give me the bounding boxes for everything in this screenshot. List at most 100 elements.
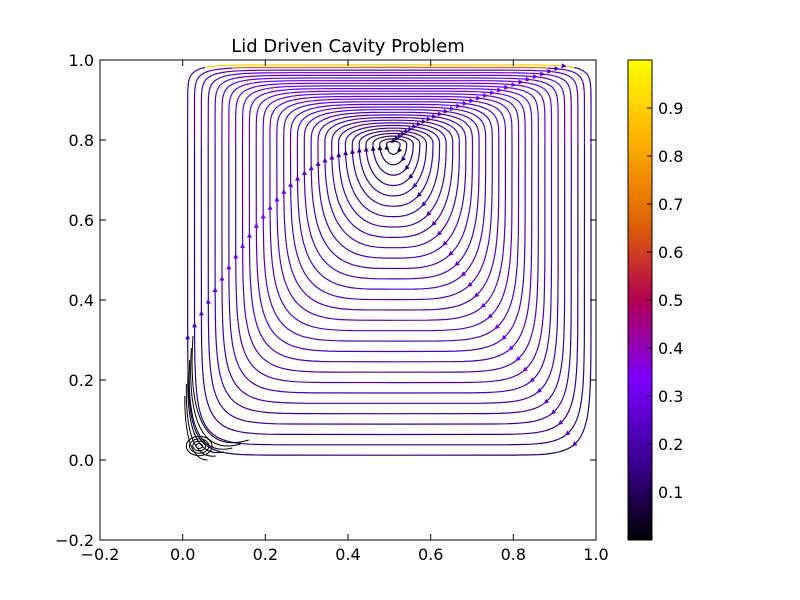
streamline-segment	[299, 223, 308, 255]
streamline-segment	[285, 242, 295, 276]
streamline-arrow	[525, 76, 531, 82]
streamline-segment	[437, 143, 441, 172]
streamline-segment	[345, 233, 364, 245]
streamline-segment	[264, 101, 273, 112]
streamline-arrow	[356, 147, 362, 153]
streamline-segment	[320, 234, 335, 255]
streamline-segment	[293, 105, 307, 112]
colorbar-tick-label: 0.6	[658, 243, 683, 262]
streamline-segment	[278, 107, 287, 117]
corner-vortex-streamline	[188, 438, 210, 454]
streamline-arrow	[408, 173, 414, 180]
x-tick-label: 1.0	[583, 545, 608, 564]
streamline-segment	[391, 153, 394, 155]
streamline-segment	[401, 177, 410, 185]
streamline-segment	[381, 192, 394, 197]
streamline-segment	[235, 99, 239, 144]
streamline-segment	[231, 66, 394, 69]
streamline-segment	[393, 347, 484, 353]
x-tick-label: 0.8	[501, 545, 526, 564]
streamline-segment	[559, 406, 572, 424]
streamline-segment	[577, 73, 584, 83]
streamline-arrow	[480, 302, 487, 309]
streamline-arrow	[518, 79, 524, 85]
streamline-segment	[296, 143, 301, 224]
corner-streamline	[184, 395, 208, 461]
streamline-segment	[326, 189, 335, 217]
streamline-segment	[432, 253, 452, 266]
streamline-segment	[228, 96, 232, 145]
streamline-segment	[393, 284, 444, 290]
streamline-segment	[200, 84, 204, 145]
streamline-segment	[456, 122, 465, 131]
streamline-segment	[462, 305, 484, 318]
streamline-segment	[258, 91, 272, 98]
streamline-segment	[437, 129, 445, 136]
streamline-segment	[588, 78, 592, 144]
streamline-segment	[187, 78, 190, 145]
streamline-segment	[510, 91, 524, 98]
streamline-segment	[395, 152, 398, 155]
y-tick-label: 0.2	[69, 371, 94, 390]
streamline-arrow	[416, 192, 422, 198]
streamline-arrow	[449, 106, 455, 111]
streamline-segment	[522, 296, 531, 330]
streamline-segment	[289, 121, 294, 145]
streamline-segment	[352, 190, 364, 206]
streamline-segment	[526, 75, 547, 79]
streamline-segment	[427, 198, 439, 215]
streamline-arrow	[501, 334, 507, 340]
streamline-segment	[376, 133, 385, 136]
streamline-segment	[536, 318, 544, 352]
streamline-segment	[254, 410, 394, 415]
streamline-segment	[244, 93, 252, 103]
streamline-segment	[200, 144, 204, 377]
streamline-segment	[393, 233, 419, 238]
streamline-arrow	[547, 68, 553, 74]
streamline-segment	[299, 347, 394, 353]
streamline-segment	[422, 233, 440, 245]
streamline-segment	[420, 161, 426, 177]
streamline-segment	[430, 137, 434, 145]
streamline-arrow	[226, 264, 232, 270]
streamline-segment	[393, 119, 419, 122]
streamline-segment	[306, 254, 321, 275]
streamline-segment	[380, 135, 387, 139]
streamline-segment	[456, 144, 460, 191]
streamline-arrow	[550, 409, 557, 415]
streamline-segment	[431, 131, 439, 138]
streamline-segment	[449, 284, 471, 297]
colorbar-tick-label: 0.3	[658, 387, 683, 406]
streamline-segment	[563, 79, 571, 88]
streamline-segment	[496, 307, 511, 328]
streamline-arrow	[421, 201, 427, 207]
streamline-segment	[340, 129, 348, 136]
streamline-arrow	[407, 126, 414, 132]
streamline-segment	[535, 143, 539, 308]
streamline-segment	[489, 110, 498, 120]
streamline-arrow	[442, 240, 448, 246]
streamline-segment	[387, 149, 390, 153]
streamline-arrow	[473, 292, 480, 298]
y-tick-label: −0.2	[55, 531, 94, 550]
streamline-segment	[276, 116, 280, 145]
streamline-segment	[393, 77, 520, 80]
streamline-segment	[543, 87, 551, 97]
streamline-segment	[195, 388, 203, 418]
streamline-segment	[299, 264, 315, 286]
streamline-segment	[214, 144, 218, 354]
streamline-segment	[306, 102, 329, 107]
streamline-segment	[226, 72, 248, 77]
streamline-segment	[403, 150, 407, 157]
streamline-arrow	[416, 121, 422, 127]
streamline-segment	[393, 389, 512, 394]
streamline-arrow	[240, 242, 246, 248]
streamline-arrow	[572, 441, 578, 447]
streamline-segment	[542, 99, 546, 144]
streamline-segment	[283, 118, 287, 145]
streamline-segment	[518, 390, 540, 401]
streamline-segment	[570, 76, 577, 85]
streamline-segment	[224, 452, 394, 456]
streamline-segment	[208, 406, 221, 424]
